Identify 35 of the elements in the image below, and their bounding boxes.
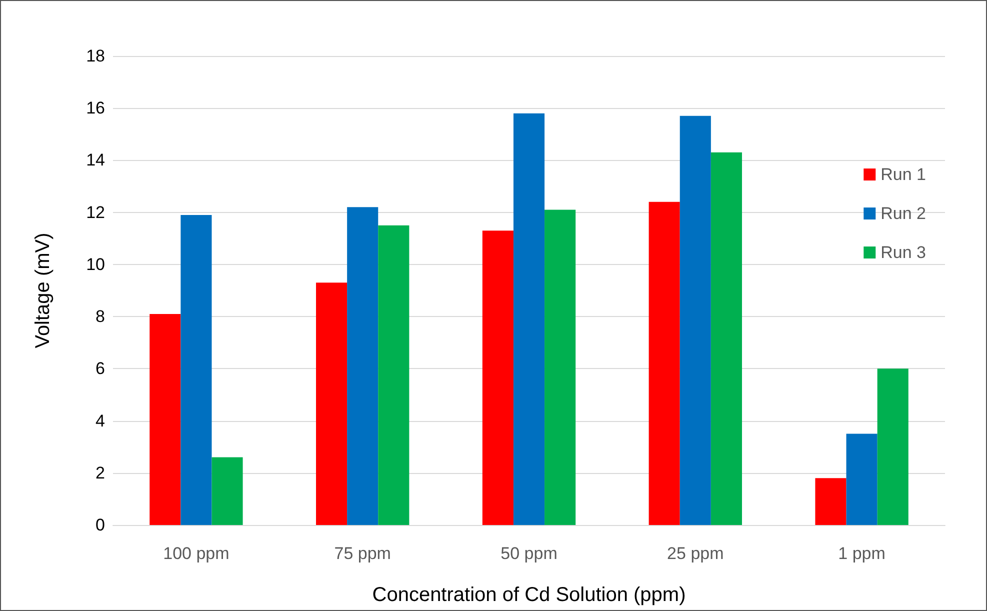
- bar: [846, 434, 878, 525]
- bar: [150, 314, 181, 525]
- y-tick-label: 14: [86, 150, 105, 170]
- y-axis-title: Voltage (mV): [32, 232, 54, 348]
- legend-label: Run 1: [880, 165, 926, 184]
- bar: [815, 478, 846, 525]
- y-tick-label: 8: [96, 307, 105, 326]
- x-axis-title: Concentration of Cd Solution (ppm): [372, 584, 686, 606]
- y-tick-label: 10: [86, 254, 105, 274]
- bar: [513, 113, 545, 525]
- bar: [212, 457, 243, 525]
- x-tick-label: 75 ppm: [334, 544, 391, 563]
- bar: [378, 225, 410, 525]
- bar: [648, 202, 680, 525]
- bar: [710, 152, 742, 525]
- x-tick-label: 1 ppm: [838, 544, 886, 563]
- legend-label: Run 2: [880, 204, 926, 223]
- y-tick-label: 12: [86, 202, 105, 222]
- bar: [316, 282, 348, 525]
- legend-label: Run 3: [880, 243, 926, 262]
- y-tick-label: 18: [86, 46, 105, 66]
- bar: [544, 210, 576, 525]
- y-tick-label: 4: [96, 411, 105, 430]
- bar: [347, 207, 378, 525]
- y-tick-label: 2: [96, 463, 105, 482]
- x-tick-label: 25 ppm: [667, 544, 724, 563]
- y-tick-label: 6: [96, 359, 105, 378]
- bar: [680, 116, 711, 525]
- bar: [180, 214, 212, 525]
- bar: [482, 230, 514, 525]
- x-tick-label: 100 ppm: [163, 544, 230, 563]
- bar: [877, 368, 908, 525]
- y-tick-label: 16: [86, 98, 105, 118]
- x-tick-label: 50 ppm: [500, 544, 558, 563]
- y-tick-label: 0: [96, 516, 105, 534]
